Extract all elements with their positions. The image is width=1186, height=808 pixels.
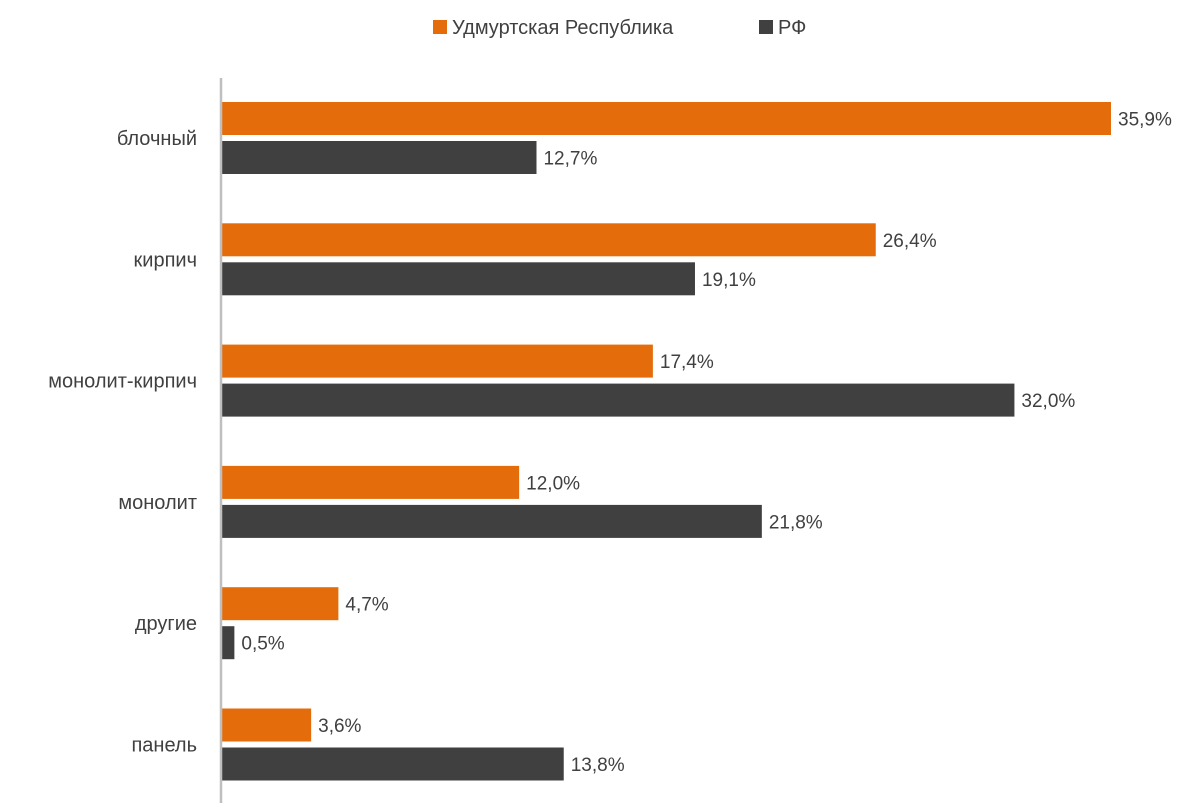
bar-udmurtia bbox=[222, 102, 1111, 135]
value-label: 13,8% bbox=[571, 755, 625, 776]
bar-udmurtia bbox=[222, 344, 653, 378]
value-label: 35,9% bbox=[1118, 110, 1172, 131]
legend-swatch-0 bbox=[433, 20, 447, 34]
category-label: монолит-кирпич bbox=[48, 371, 197, 393]
category-label: монолит bbox=[118, 492, 197, 514]
bar-udmurtia bbox=[222, 223, 876, 257]
legend-label-0: Удмуртская Республика bbox=[452, 17, 674, 39]
bar-rf bbox=[222, 141, 537, 174]
bar-rf bbox=[222, 626, 235, 660]
value-label: 17,4% bbox=[660, 352, 714, 373]
legend-swatch-1 bbox=[759, 20, 773, 34]
category-label: кирпич bbox=[134, 249, 197, 271]
value-label: 19,1% bbox=[702, 270, 756, 291]
legend-label-1: РФ bbox=[778, 17, 806, 39]
bar-rf bbox=[222, 262, 695, 296]
value-label: 12,7% bbox=[543, 149, 597, 170]
category-label: другие bbox=[135, 613, 197, 635]
value-label: 26,4% bbox=[883, 231, 937, 252]
bar-rf bbox=[222, 747, 564, 781]
bar-udmurtia bbox=[222, 587, 339, 621]
value-label: 4,7% bbox=[345, 595, 388, 616]
category-label: блочный bbox=[117, 128, 197, 150]
bar-rf bbox=[222, 383, 1015, 417]
bar-rf bbox=[222, 504, 762, 538]
value-label: 0,5% bbox=[241, 634, 284, 655]
value-label: 3,6% bbox=[318, 716, 361, 737]
bar-udmurtia bbox=[222, 465, 520, 499]
category-label: панель bbox=[131, 735, 197, 757]
bar-udmurtia bbox=[222, 708, 312, 742]
value-label: 21,8% bbox=[769, 512, 823, 533]
value-label: 12,0% bbox=[526, 473, 580, 494]
value-label: 32,0% bbox=[1021, 391, 1075, 412]
